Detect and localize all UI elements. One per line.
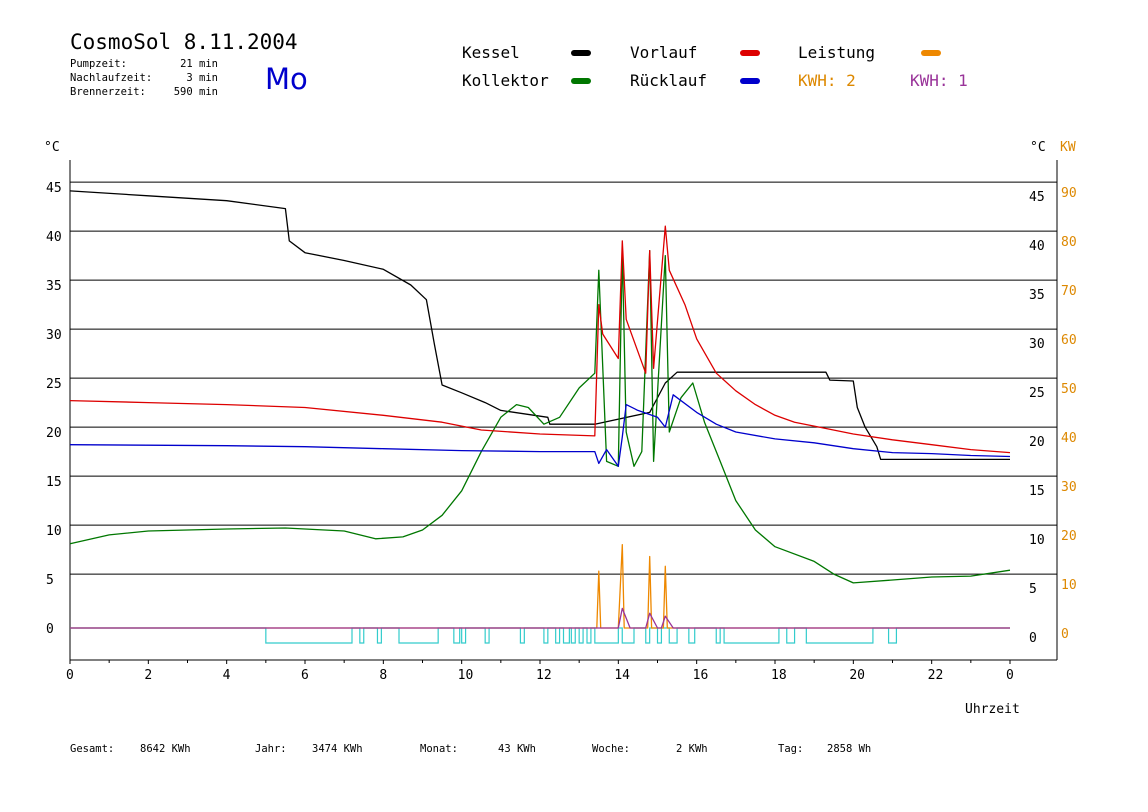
y-tick-label-left: 40 (46, 230, 62, 245)
footer-monat-label: Monat: (420, 743, 458, 755)
chart-title: CosmoSol 8.11.2004 (70, 30, 298, 54)
legend-swatch-vorlauf (740, 50, 760, 56)
footer-woche-label: Woche: (592, 743, 630, 755)
stat-nachlaufzeit-value: 3 min (186, 72, 218, 84)
series-line-kollektor (69, 250, 1011, 584)
y2-tick-label: 70 (1061, 284, 1077, 299)
x-tick-label: 14 (614, 668, 630, 683)
y-tick-label-right: 5 (1029, 582, 1037, 597)
pump-indicator (70, 627, 1010, 644)
legend-swatch-leistung (921, 50, 941, 56)
legend-label-leistung: Leistung (798, 43, 876, 62)
series-line-vorlauf (69, 225, 1011, 454)
y2-tick-label: 0 (1061, 627, 1069, 642)
kwh-label-2: KWH: 2 (798, 71, 856, 90)
y-tick-label-right: 0 (1029, 631, 1037, 646)
y2-tick-label: 90 (1061, 186, 1077, 201)
series-line-leistung (70, 544, 1010, 629)
y-tick-label-left: 10 (46, 524, 62, 539)
y2-tick-label: 10 (1061, 578, 1077, 593)
y-tick-label-right: 25 (1029, 386, 1045, 401)
x-tick-label: 0 (66, 668, 74, 683)
legend-label-vorlauf: Vorlauf (630, 43, 698, 62)
y2-tick-label: 40 (1061, 431, 1077, 446)
y2-tick-label: 30 (1061, 480, 1077, 495)
y-tick-label-right: 45 (1029, 190, 1045, 205)
legend-swatch-kollektor (571, 78, 591, 84)
y-axis-right2-unit: KW (1060, 140, 1076, 155)
y-tick-label-right: 10 (1029, 533, 1045, 548)
series-line-r-cklauf (69, 394, 1011, 467)
series-line-kessel (69, 190, 1010, 461)
y-tick-label-left: 20 (46, 426, 62, 441)
y-tick-label-right: 15 (1029, 484, 1045, 499)
y-axis-right-unit: °C (1030, 140, 1046, 155)
y-tick-label-left: 45 (46, 181, 62, 196)
y-tick-label-right: 35 (1029, 288, 1045, 303)
stat-nachlaufzeit-label: Nachlaufzeit: (70, 72, 153, 84)
footer-gesamt-label: Gesamt: (70, 743, 115, 755)
y-tick-label-left: 0 (46, 622, 54, 637)
legend-swatch-ruecklauf (740, 78, 760, 84)
footer-tag-value: 2858 Wh (827, 743, 872, 755)
footer-gesamt-value: 8642 KWh (140, 743, 191, 755)
y-tick-label-right: 20 (1029, 435, 1045, 450)
x-tick-label: 10 (458, 668, 474, 683)
y-tick-label-left: 30 (46, 328, 62, 343)
series-line-kwh-1 (70, 607, 1010, 629)
kwh-label-1: KWH: 1 (910, 71, 968, 90)
y2-tick-label: 20 (1061, 529, 1077, 544)
footer-jahr-value: 3474 KWh (312, 743, 363, 755)
y2-tick-label: 60 (1061, 333, 1077, 348)
stat-brennerzeit-label: Brennerzeit: (70, 86, 146, 98)
x-tick-label: 12 (536, 668, 552, 683)
stat-pumpzeit-label: Pumpzeit: (70, 58, 127, 70)
x-tick-label: 4 (223, 668, 231, 683)
legend-label-kessel: Kessel (462, 43, 520, 62)
stat-brennerzeit-value: 590 min (173, 86, 218, 98)
x-tick-label: 6 (301, 668, 309, 683)
weekday-label: Mo (265, 62, 308, 96)
x-tick-label: 16 (693, 668, 709, 683)
legend-swatch-kessel (571, 50, 591, 56)
stat-pumpzeit-value: 21 min (180, 58, 218, 70)
y-tick-label-left: 5 (46, 573, 54, 588)
y-tick-label-left: 35 (46, 279, 62, 294)
y-tick-label-left: 15 (46, 475, 62, 490)
y-tick-label-right: 40 (1029, 239, 1045, 254)
footer-monat-value: 43 KWh (498, 743, 536, 755)
x-tick-label: 22 (928, 668, 944, 683)
x-axis-label: Uhrzeit (965, 702, 1020, 717)
y-axis-left-unit: °C (44, 140, 60, 155)
legend-label-ruecklauf: Rücklauf (630, 71, 708, 90)
y2-tick-label: 50 (1061, 382, 1077, 397)
y-tick-label-left: 25 (46, 377, 62, 392)
footer-tag-label: Tag: (778, 743, 804, 755)
x-tick-label: 18 (771, 668, 787, 683)
y2-tick-label: 80 (1061, 235, 1077, 250)
x-tick-label: 2 (144, 668, 152, 683)
legend-label-kollektor: Kollektor (462, 71, 549, 90)
x-tick-label: 20 (849, 668, 865, 683)
x-tick-label: 0 (1006, 668, 1014, 683)
y-tick-label-right: 30 (1029, 337, 1045, 352)
footer-woche-value: 2 KWh (676, 743, 708, 755)
x-tick-label: 8 (379, 668, 387, 683)
footer-jahr-label: Jahr: (255, 743, 287, 755)
